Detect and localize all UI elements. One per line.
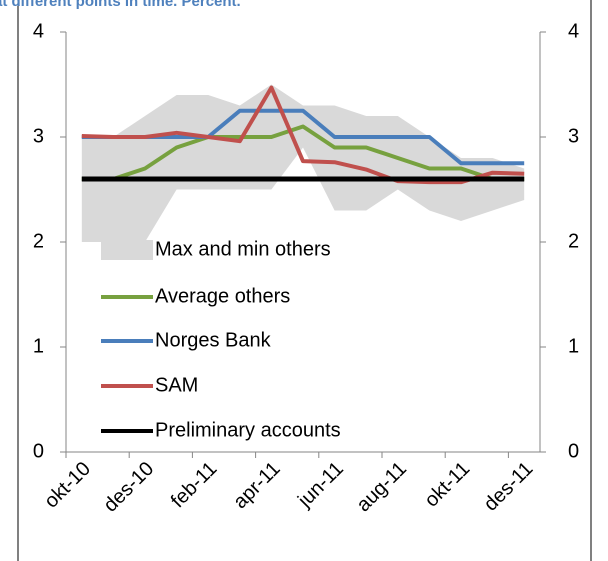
legend-label: Max and min others [155, 238, 331, 260]
y-tick-label: 2 [33, 230, 44, 252]
y-tick-label: 3 [33, 125, 44, 147]
y2-tick-label: 2 [568, 230, 579, 252]
y-tick-label: 0 [33, 440, 44, 462]
y2-tick-label: 4 [568, 20, 579, 42]
legend-label: Preliminary accounts [155, 419, 341, 441]
y2-tick-label: 3 [568, 125, 579, 147]
y2-tick-label: 1 [568, 335, 579, 357]
x-tick-label: aug-11 [353, 458, 412, 517]
x-tick-label: okt-11 [420, 458, 474, 512]
legend-label: Average others [155, 285, 290, 307]
y-tick-label: 1 [33, 335, 44, 357]
y-tick-label: 4 [33, 20, 44, 42]
range-band [81, 84, 525, 242]
x-tick-label: apr-11 [229, 458, 284, 513]
legend-label: SAM [155, 374, 198, 396]
line [81, 85, 525, 185]
legend-label: Norges Bank [155, 329, 272, 351]
x-tick-label: feb-11 [167, 458, 222, 513]
x-tick-label: des-11 [480, 458, 538, 516]
chart-title: at different points in time. Percent. [0, 0, 241, 10]
x-tick-label: jun-11 [293, 458, 348, 513]
x-tick-label: des-10 [99, 458, 158, 517]
x-tick-label: okt-10 [40, 458, 95, 513]
line [81, 124, 525, 181]
y2-tick-label: 0 [568, 440, 579, 462]
legend-swatch [101, 240, 153, 260]
